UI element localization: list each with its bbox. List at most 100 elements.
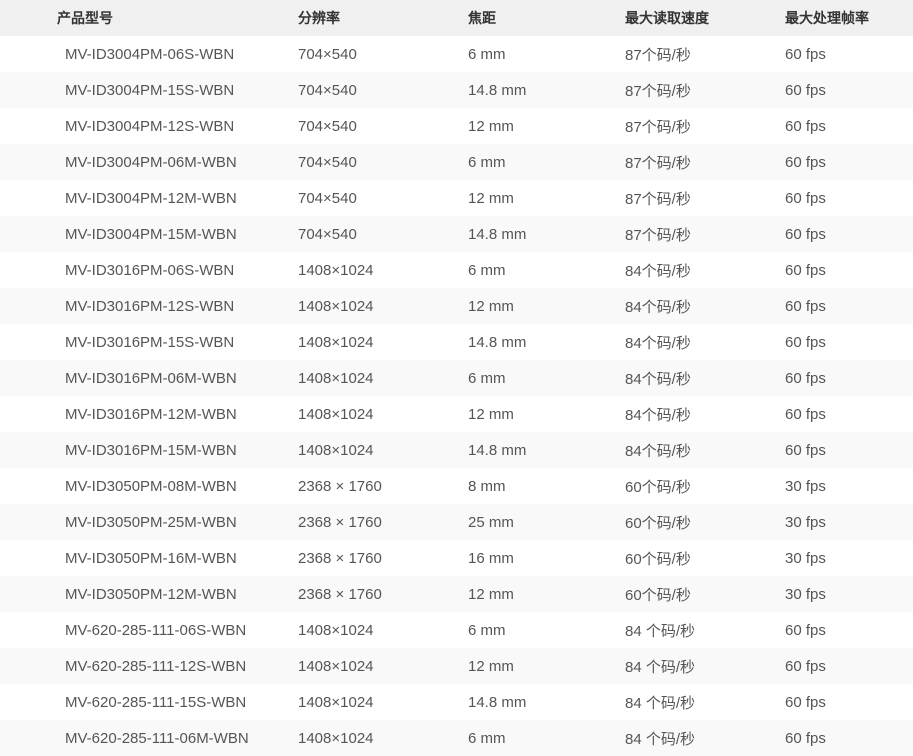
cell-model: MV-ID3004PM-06S-WBN <box>65 45 235 63</box>
cell-focal-length: 6 mm <box>468 45 506 63</box>
cell-max-frame-rate: 60 fps <box>785 405 826 423</box>
cell-focal-length: 14.8 mm <box>468 225 527 243</box>
cell-max-frame-rate: 60 fps <box>785 621 826 639</box>
cell-max-read-speed: 87个码/秒 <box>625 226 691 244</box>
cell-max-frame-rate: 60 fps <box>785 693 826 711</box>
cell-focal-length: 14.8 mm <box>468 81 527 99</box>
cell-max-read-speed: 84个码/秒 <box>625 406 691 424</box>
column-header-max-frame-rate: 最大处理帧率 <box>785 10 869 26</box>
cell-max-read-speed: 87个码/秒 <box>625 190 691 208</box>
cell-max-read-speed: 84个码/秒 <box>625 334 691 352</box>
cell-focal-length: 6 mm <box>468 729 506 747</box>
cell-model: MV-ID3050PM-08M-WBN <box>65 477 237 495</box>
table-row: MV-620-285-111-06M-WBN 1408×1024 6 mm 84 个码… <box>0 720 913 756</box>
cell-max-read-speed: 84个码/秒 <box>625 370 691 388</box>
table-row: MV-ID3050PM-25M-WBN 2368 × 1760 25 mm 60个码/… <box>0 504 913 540</box>
cell-max-frame-rate: 60 fps <box>785 369 826 387</box>
cell-max-read-speed: 87个码/秒 <box>625 154 691 172</box>
cell-max-frame-rate: 60 fps <box>785 657 826 675</box>
cell-max-read-speed: 60个码/秒 <box>625 550 691 568</box>
cell-max-frame-rate: 60 fps <box>785 189 826 207</box>
table-row: MV-ID3050PM-12M-WBN 2368 × 1760 12 mm 60个码/… <box>0 576 913 612</box>
cell-max-read-speed: 60个码/秒 <box>625 586 691 604</box>
column-header-model: 产品型号 <box>57 10 113 26</box>
cell-max-read-speed: 84 个码/秒 <box>625 658 696 676</box>
cell-model: MV-ID3016PM-12M-WBN <box>65 405 237 423</box>
cell-resolution: 704×540 <box>298 189 357 207</box>
cell-max-frame-rate: 60 fps <box>785 261 826 279</box>
cell-focal-length: 6 mm <box>468 621 506 639</box>
cell-model: MV-ID3050PM-16M-WBN <box>65 549 237 567</box>
column-header-resolution: 分辨率 <box>298 10 340 26</box>
cell-max-frame-rate: 60 fps <box>785 333 826 351</box>
cell-focal-length: 12 mm <box>468 405 514 423</box>
cell-resolution: 2368 × 1760 <box>298 549 382 567</box>
cell-focal-length: 8 mm <box>468 477 506 495</box>
cell-max-frame-rate: 30 fps <box>785 477 826 495</box>
cell-resolution: 2368 × 1760 <box>298 477 382 495</box>
cell-focal-length: 6 mm <box>468 261 506 279</box>
cell-resolution: 1408×1024 <box>298 657 374 675</box>
column-header-max-read-speed: 最大读取速度 <box>625 10 709 26</box>
cell-max-frame-rate: 60 fps <box>785 441 826 459</box>
table-row: MV-ID3004PM-15M-WBN 704×540 14.8 mm 87个码/秒 6… <box>0 216 913 252</box>
cell-resolution: 704×540 <box>298 153 357 171</box>
column-header-focal-length: 焦距 <box>468 10 496 26</box>
cell-resolution: 1408×1024 <box>298 693 374 711</box>
cell-max-read-speed: 87个码/秒 <box>625 46 691 64</box>
cell-model: MV-ID3004PM-15M-WBN <box>65 225 237 243</box>
cell-resolution: 2368 × 1760 <box>298 585 382 603</box>
table-row: MV-ID3016PM-06S-WBN 1408×1024 6 mm 84个码/秒 60… <box>0 252 913 288</box>
cell-max-read-speed: 84 个码/秒 <box>625 694 696 712</box>
cell-focal-length: 12 mm <box>468 585 514 603</box>
table-header: 产品型号 分辨率 焦距 最大读取速度 最大处理帧率 <box>0 0 913 36</box>
cell-model: MV-ID3016PM-06M-WBN <box>65 369 237 387</box>
cell-model: MV-620-285-111-06S-WBN <box>65 621 247 639</box>
table-row: MV-ID3050PM-08M-WBN 2368 × 1760 8 mm 60个码/秒… <box>0 468 913 504</box>
cell-max-read-speed: 87个码/秒 <box>625 82 691 100</box>
cell-model: MV-ID3050PM-25M-WBN <box>65 513 237 531</box>
cell-max-frame-rate: 60 fps <box>785 297 826 315</box>
cell-focal-length: 14.8 mm <box>468 693 527 711</box>
cell-resolution: 1408×1024 <box>298 441 374 459</box>
table-row: MV-ID3016PM-12S-WBN 1408×1024 12 mm 84个码/秒 6… <box>0 288 913 324</box>
cell-resolution: 704×540 <box>298 117 357 135</box>
cell-resolution: 1408×1024 <box>298 405 374 423</box>
cell-focal-length: 14.8 mm <box>468 333 527 351</box>
cell-max-frame-rate: 60 fps <box>785 45 826 63</box>
cell-model: MV-ID3004PM-12S-WBN <box>65 117 235 135</box>
table-row: MV-ID3016PM-06M-WBN 1408×1024 6 mm 84个码/秒 60… <box>0 360 913 396</box>
cell-max-frame-rate: 60 fps <box>785 117 826 135</box>
cell-max-read-speed: 60个码/秒 <box>625 478 691 496</box>
cell-model: MV-ID3050PM-12M-WBN <box>65 585 237 603</box>
cell-max-read-speed: 84 个码/秒 <box>625 730 696 748</box>
table-row: MV-ID3004PM-15S-WBN 704×540 14.8 mm 87个码/秒 6… <box>0 72 913 108</box>
table-row: MV-ID3050PM-16M-WBN 2368 × 1760 16 mm 60个码/… <box>0 540 913 576</box>
cell-model: MV-ID3016PM-15M-WBN <box>65 441 237 459</box>
cell-max-read-speed: 84 个码/秒 <box>625 622 696 640</box>
cell-max-frame-rate: 60 fps <box>785 729 826 747</box>
cell-focal-length: 12 mm <box>468 189 514 207</box>
cell-resolution: 1408×1024 <box>298 333 374 351</box>
cell-model: MV-ID3016PM-15S-WBN <box>65 333 235 351</box>
cell-resolution: 704×540 <box>298 81 357 99</box>
cell-resolution: 1408×1024 <box>298 261 374 279</box>
cell-max-read-speed: 87个码/秒 <box>625 118 691 136</box>
cell-resolution: 1408×1024 <box>298 621 374 639</box>
table-body: MV-ID3004PM-06S-WBN 704×540 6 mm 87个码/秒 60 f… <box>0 36 913 756</box>
cell-resolution: 1408×1024 <box>298 729 374 747</box>
table-row: MV-ID3004PM-12S-WBN 704×540 12 mm 87个码/秒 60 … <box>0 108 913 144</box>
cell-max-frame-rate: 60 fps <box>785 81 826 99</box>
cell-resolution: 1408×1024 <box>298 369 374 387</box>
header-row: 产品型号 分辨率 焦距 最大读取速度 最大处理帧率 <box>0 0 913 36</box>
cell-model: MV-620-285-111-06M-WBN <box>65 729 249 747</box>
cell-model: MV-ID3004PM-15S-WBN <box>65 81 235 99</box>
cell-model: MV-ID3016PM-12S-WBN <box>65 297 235 315</box>
cell-model: MV-ID3016PM-06S-WBN <box>65 261 235 279</box>
table-row: MV-620-285-111-12S-WBN 1408×1024 12 mm 84 个… <box>0 648 913 684</box>
cell-max-read-speed: 60个码/秒 <box>625 514 691 532</box>
cell-model: MV-ID3004PM-12M-WBN <box>65 189 237 207</box>
cell-max-frame-rate: 30 fps <box>785 513 826 531</box>
table-row: MV-ID3016PM-15S-WBN 1408×1024 14.8 mm 84个码/… <box>0 324 913 360</box>
